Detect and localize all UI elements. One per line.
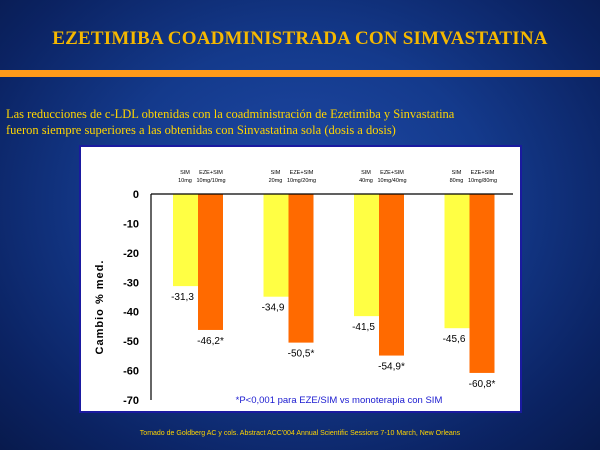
chart-frame: 0 -10 -20 -30 -40 -50 -60 -70 Cambio % med. -31,3… <box>79 145 522 413</box>
subtitle-line-1: Las reducciones de c-LDL obtenidas con l… <box>6 107 455 121</box>
sim-value-label: -45,6 <box>443 334 466 345</box>
eze-sim-bar <box>288 194 314 343</box>
eze-sim-value-label: -60,8* <box>469 379 496 390</box>
significance-note: *P<0,001 para EZE/SIM vs monoterapia con… <box>236 395 443 406</box>
y-tick-label: -50 <box>123 336 139 348</box>
sim-group-label: SIM <box>361 170 371 176</box>
sim-group-label: SIM <box>452 170 462 176</box>
sim-bar <box>444 194 470 329</box>
eze-sim-bar <box>379 194 404 356</box>
sim-group-label: SIM <box>271 170 281 176</box>
slide-subtitle: Las reducciones de c-LDL obtenidas con l… <box>6 106 596 138</box>
eze-sim-bar <box>469 194 495 373</box>
eze-sim-dose-label: 10mg/20mg <box>287 178 316 184</box>
subtitle-line-2: fueron siempre superiores a las obtenida… <box>6 123 396 137</box>
y-tick-label: -20 <box>123 248 139 260</box>
title-divider <box>0 70 600 77</box>
sim-bar <box>263 194 289 297</box>
y-tick-label: -10 <box>123 218 139 230</box>
eze-sim-group-label: EZE+SIM <box>199 170 223 176</box>
y-tick-label: -30 <box>123 277 139 289</box>
eze-sim-group-label: EZE+SIM <box>471 170 495 176</box>
y-tick-label: 0 <box>133 189 139 201</box>
y-tick-label: -70 <box>123 395 139 407</box>
sim-value-label: -34,9 <box>262 303 285 314</box>
sim-value-label: -31,3 <box>171 292 194 303</box>
eze-sim-dose-label: 10mg/80mg <box>468 178 497 184</box>
sim-group-label: SIM <box>180 170 190 176</box>
y-tick-label: -40 <box>123 307 139 319</box>
y-tick-label: -60 <box>123 366 139 378</box>
sim-dose-label: 20mg <box>269 178 283 184</box>
eze-sim-dose-label: 10mg/40mg <box>377 178 406 184</box>
eze-sim-group-label: EZE+SIM <box>380 170 404 176</box>
sim-bar <box>173 194 198 287</box>
sim-dose-label: 80mg <box>450 178 464 184</box>
sim-dose-label: 10mg <box>178 178 192 184</box>
slide-title: EZETIMIBA COADMINISTRADA CON SIMVASTATIN… <box>52 28 548 49</box>
eze-sim-value-label: -54,9* <box>378 362 405 373</box>
y-axis-label: Cambio % med. <box>94 260 106 355</box>
eze-sim-group-label: EZE+SIM <box>290 170 314 176</box>
eze-sim-bar <box>198 194 223 330</box>
eze-sim-value-label: -46,2* <box>197 336 224 347</box>
sim-dose-label: 40mg <box>359 178 373 184</box>
source-citation: Tomado de Goldberg AC y cols. Abstract A… <box>139 430 461 437</box>
bar-chart: 0 -10 -20 -30 -40 -50 -60 -70 Cambio % med. -31,3… <box>94 170 513 407</box>
sim-value-label: -41,5 <box>352 322 375 333</box>
eze-sim-dose-label: 10mg/10mg <box>196 178 225 184</box>
sim-bar <box>354 194 379 317</box>
eze-sim-value-label: -50,5* <box>288 349 315 360</box>
